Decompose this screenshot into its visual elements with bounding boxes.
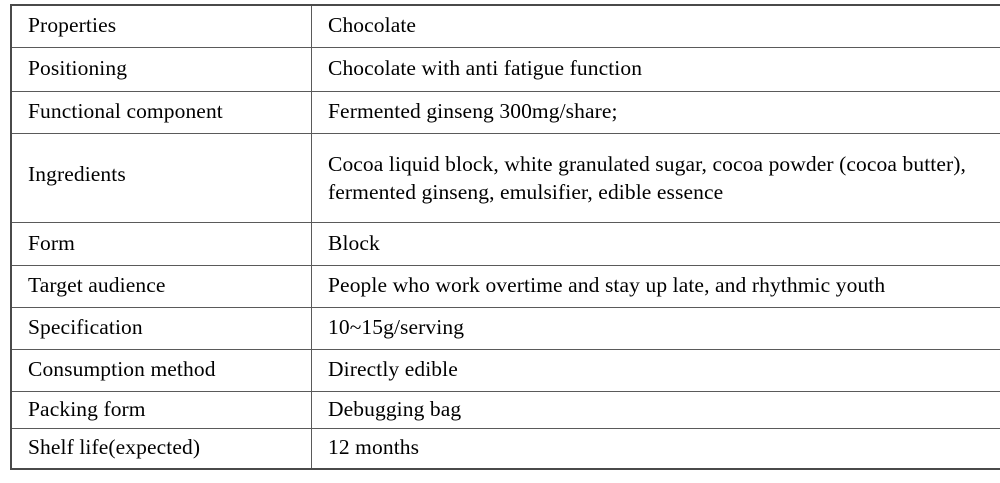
- table-row: Properties Chocolate: [10, 4, 1000, 48]
- row-value-consumption-method: Directly edible: [311, 348, 1000, 392]
- row-value-functional-component: Fermented ginseng 300mg/share;: [311, 90, 1000, 134]
- row-label-properties: Properties: [10, 4, 312, 48]
- product-specification-table: Properties Chocolate Positioning Chocola…: [10, 4, 1000, 470]
- row-label-shelf-life: Shelf life(expected): [10, 427, 312, 470]
- row-label-consumption-method: Consumption method: [10, 348, 312, 392]
- row-value-target-audience: People who work overtime and stay up lat…: [311, 264, 1000, 308]
- row-label-target-audience: Target audience: [10, 264, 312, 308]
- table-row: Target audience People who work overtime…: [10, 264, 1000, 308]
- row-value-positioning: Chocolate with anti fatigue function: [311, 46, 1000, 92]
- row-label-form: Form: [10, 221, 312, 266]
- table-row: Consumption method Directly edible: [10, 348, 1000, 392]
- row-label-specification: Specification: [10, 306, 312, 350]
- table-row: Form Block: [10, 221, 1000, 266]
- table-body: Properties Chocolate Positioning Chocola…: [10, 4, 1000, 470]
- ingredients-text: Cocoa liquid block, white granulated sug…: [328, 151, 966, 204]
- row-value-form: Block: [311, 221, 1000, 266]
- table-row: Ingredients Cocoa liquid block, white gr…: [10, 132, 1000, 223]
- row-label-packing-form: Packing form: [10, 390, 312, 429]
- row-label-functional-component: Functional component: [10, 90, 312, 134]
- table-row: Functional component Fermented ginseng 3…: [10, 90, 1000, 134]
- spec-table-container: Properties Chocolate Positioning Chocola…: [10, 4, 1000, 470]
- row-value-packing-form: Debugging bag: [311, 390, 1000, 429]
- row-value-ingredients: Cocoa liquid block, white granulated sug…: [311, 132, 1000, 223]
- row-value-shelf-life: 12 months: [311, 427, 1000, 470]
- row-label-positioning: Positioning: [10, 46, 312, 92]
- table-row: Packing form Debugging bag: [10, 390, 1000, 429]
- row-value-properties: Chocolate: [311, 4, 1000, 48]
- row-value-specification: 10~15g/serving: [311, 306, 1000, 350]
- table-row: Positioning Chocolate with anti fatigue …: [10, 46, 1000, 92]
- row-label-ingredients: Ingredients: [10, 132, 312, 223]
- table-row: Shelf life(expected) 12 months: [10, 427, 1000, 470]
- table-row: Specification 10~15g/serving: [10, 306, 1000, 350]
